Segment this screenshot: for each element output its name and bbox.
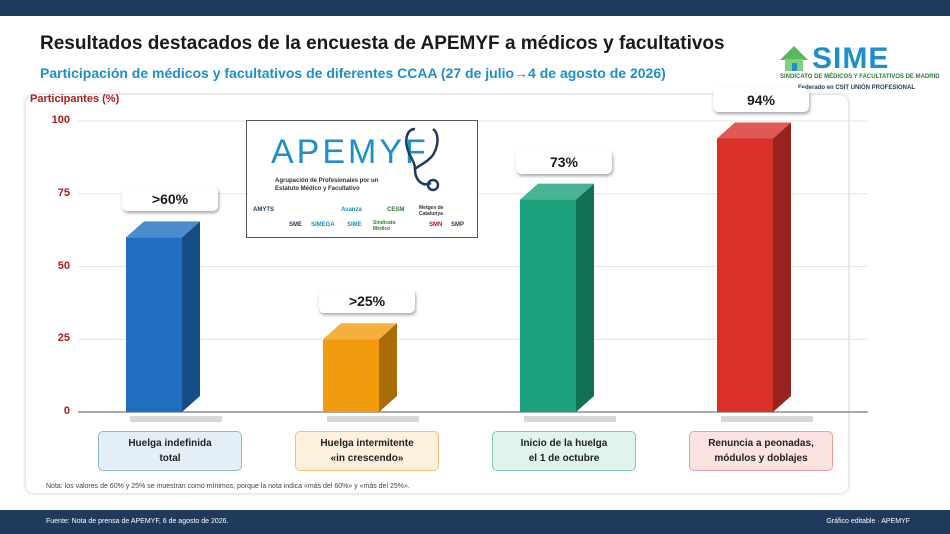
footer-bar: Fuente: Nota de prensa de APEMYF, 6 de a… — [0, 510, 950, 534]
bar-side — [379, 323, 397, 412]
apemyf-description: Agrupación de Profesionales por un Estat… — [275, 178, 379, 192]
bar — [323, 339, 379, 412]
bar-side — [773, 122, 791, 413]
bar — [520, 199, 576, 412]
y-tick-label: 75 — [57, 186, 70, 199]
category-label: Huelga intermitente «in crescendo» — [295, 431, 439, 471]
org-cesm: CESM — [387, 207, 405, 213]
sime-logo: SIME SINDICATO DE MÉDICOS Y FACULTATIVOS… — [776, 40, 940, 100]
bar — [126, 237, 182, 412]
chart-note: Nota: los valores de 60% y 25% se muestr… — [46, 483, 410, 490]
org-smp: SMP — [451, 222, 465, 228]
top-bar — [0, 0, 950, 16]
page-title: Resultados destacados de la encuesta de … — [40, 33, 725, 54]
org-simega: SIMEGA — [311, 222, 335, 228]
house-logo-icon — [780, 46, 808, 71]
bar-shadow — [130, 416, 222, 422]
org-sindicato-medico: Sindicato Médico — [373, 220, 396, 232]
logo-name: SIME — [812, 42, 890, 75]
bar-top — [520, 183, 594, 200]
y-tick-label: 50 — [57, 259, 70, 272]
bar-shadow — [524, 416, 616, 422]
org-smn: SMN — [429, 222, 443, 228]
bar-top — [323, 323, 397, 340]
org-amyts: AMYTS — [253, 207, 274, 213]
org-sme: SME — [289, 222, 303, 228]
category-label: Renuncia a peonadas, módulos y doblajes — [689, 431, 833, 471]
y-tick-label: 25 — [57, 332, 70, 345]
category-label: Huelga indefinida total — [98, 431, 242, 471]
bar — [717, 138, 773, 412]
category-label-text: Inicio de la huelga el 1 de octubre — [520, 438, 608, 464]
y-tick-label: 0 — [63, 405, 70, 417]
org-avanza: Avanza — [341, 207, 362, 213]
bar-top — [717, 122, 791, 139]
bar-side — [576, 183, 594, 412]
footer-source: Fuente: Nota de prensa de APEMYF, 6 de a… — [46, 518, 229, 525]
footer-editable: Gráfico editable · APEMYF — [826, 518, 910, 525]
bar-shadow — [327, 416, 419, 422]
stethoscope-icon — [405, 127, 440, 192]
category-label: Inicio de la huelga el 1 de octubre — [492, 431, 636, 471]
apemyf-name: APEMYF — [271, 133, 429, 171]
category-label-text: Huelga indefinida total — [128, 438, 212, 464]
apemyf-inset: APEMYF Agrupación de Profesionales por u… — [246, 120, 478, 238]
y-tick-label: 100 — [51, 114, 70, 126]
bar-side — [182, 221, 200, 412]
bar-top — [126, 221, 200, 238]
y-axis-label: Participantes (%) — [30, 93, 120, 105]
data-label: >60% — [122, 187, 218, 212]
data-label: 94% — [713, 88, 809, 113]
org-sime: SIME — [347, 222, 362, 228]
logo-line-1: SINDICATO DE MÉDICOS Y FACULTATIVOS DE M… — [780, 74, 940, 80]
data-label: 73% — [516, 149, 612, 174]
org-metges: Metges de Catalunya — [419, 205, 444, 217]
category-label-text: Renuncia a peonadas, módulos y doblajes — [708, 438, 814, 464]
category-label-text: Huelga intermitente «in crescendo» — [320, 438, 414, 464]
logo-line-2: Federado en CSIT UNIÓN PROFESIONAL — [798, 85, 916, 91]
data-label: >25% — [319, 289, 415, 314]
page-subtitle: Participación de médicos y facultativos … — [40, 65, 666, 81]
bar-shadow — [721, 416, 813, 422]
